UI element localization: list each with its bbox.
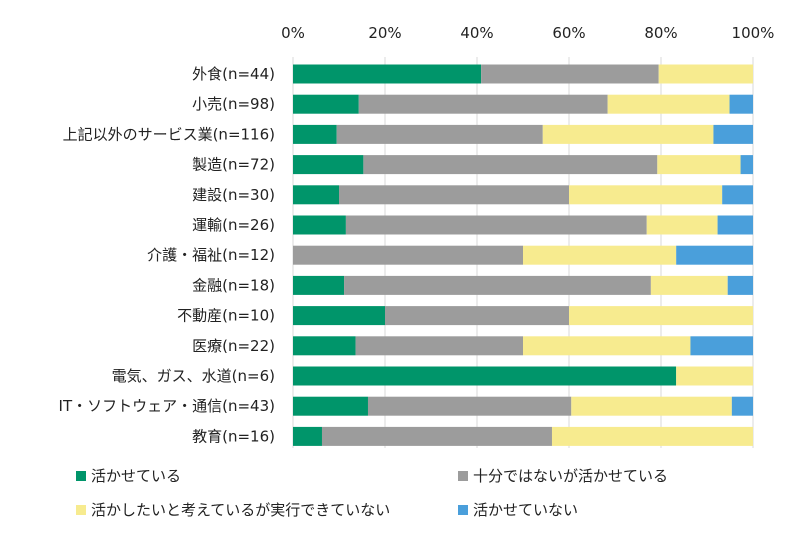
bar-segment [293, 366, 677, 386]
bar-segment [358, 94, 608, 114]
x-tick-label: 20% [368, 24, 401, 42]
category-label: 外食(n=44) [192, 65, 275, 83]
bar-segment [293, 306, 385, 326]
bar-segment [676, 366, 753, 386]
category-label: 教育(n=16) [192, 427, 275, 445]
category-label: 医療(n=22) [192, 337, 275, 355]
legend-swatch [458, 505, 468, 515]
bar-segment [727, 275, 753, 295]
category-label: 製造(n=72) [192, 156, 275, 174]
x-tick-label: 100% [732, 24, 775, 42]
bar-segment [729, 94, 753, 114]
bar-segment [293, 245, 523, 265]
bar-segment [367, 396, 572, 416]
legend-swatch [76, 471, 86, 481]
bar-segment [676, 245, 753, 265]
bar-segment [293, 155, 364, 175]
category-label: 介護・福祉(n=12) [147, 246, 275, 264]
category-label: 電気、ガス、水道(n=6) [112, 367, 275, 385]
bar-segment [658, 64, 753, 84]
category-label: 運輸(n=26) [192, 216, 275, 234]
bar-segment [569, 306, 753, 326]
bar-segment [571, 396, 732, 416]
bar-segment [293, 396, 368, 416]
bar-segment [650, 275, 728, 295]
legend-label: 十分ではないが活かせている [473, 467, 668, 485]
bar-segment [740, 155, 753, 175]
category-label: 金融(n=18) [192, 276, 275, 294]
bar-segment [336, 124, 543, 144]
bar-segment [293, 426, 322, 446]
bar-segment [657, 155, 741, 175]
legend-swatch [458, 471, 468, 481]
bar-segment [345, 215, 647, 235]
category-label: 小売(n=98) [192, 95, 275, 113]
legend-swatch [76, 505, 86, 515]
x-tick-label: 80% [644, 24, 677, 42]
bar-segment [481, 64, 659, 84]
bar-segment [385, 306, 569, 326]
bar-segment [344, 275, 651, 295]
bar-segment [523, 245, 677, 265]
bar-segment [363, 155, 658, 175]
bar-segment [731, 396, 753, 416]
category-label: 上記以外のサービス業(n=116) [63, 125, 275, 143]
bar-segment [293, 336, 356, 356]
bar-segment [321, 426, 552, 446]
bar-segment [551, 426, 753, 446]
legend-label: 活かしたいと考えているが実行できていない [91, 501, 390, 519]
category-label: 不動産(n=10) [177, 307, 275, 325]
bar-segment [569, 185, 723, 205]
bar-segment [646, 215, 718, 235]
x-tick-label: 60% [552, 24, 585, 42]
x-tick-label: 40% [460, 24, 493, 42]
bar-segment [713, 124, 753, 144]
bar-segment [293, 185, 339, 205]
bar-segment [355, 336, 523, 356]
bar-segment [607, 94, 730, 114]
bar-segment [717, 215, 753, 235]
bar-segment [542, 124, 714, 144]
bar-segment [293, 215, 346, 235]
category-label: 建設(n=30) [192, 186, 275, 204]
bar-segment [293, 94, 359, 114]
category-label: IT・ソフトウェア・通信(n=43) [59, 397, 275, 415]
bar-segment [293, 124, 337, 144]
bar-segment [523, 336, 691, 356]
bar-segment [293, 275, 345, 295]
legend-label: 活かせている [91, 467, 181, 485]
bar-segment [722, 185, 753, 205]
legend-label: 活かせていない [473, 501, 578, 519]
bar-segment [339, 185, 569, 205]
bar-segment [293, 64, 482, 84]
bar-segment [690, 336, 753, 356]
x-tick-label: 0% [281, 24, 305, 42]
